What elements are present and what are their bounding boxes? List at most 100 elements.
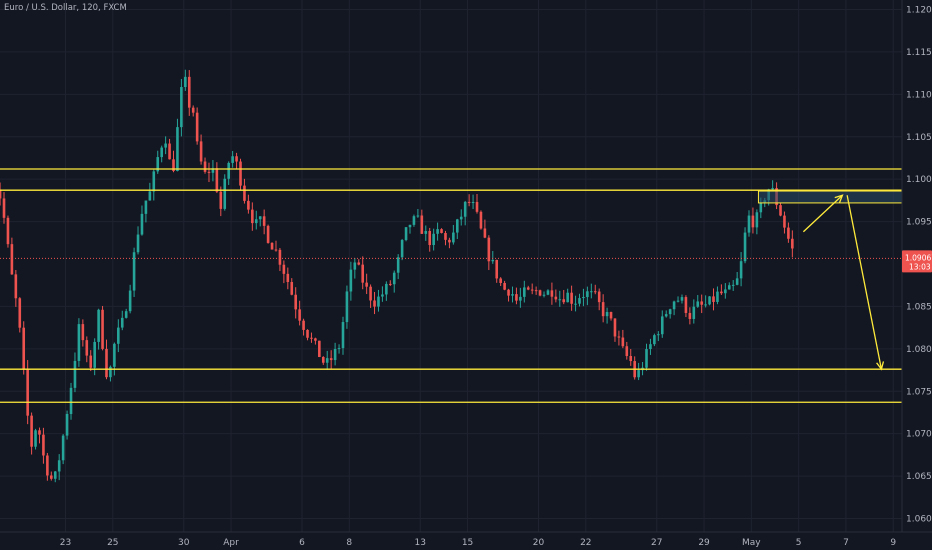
candle-body bbox=[113, 343, 116, 367]
candle-body bbox=[254, 219, 258, 224]
candle-body bbox=[325, 358, 329, 363]
candlesticks bbox=[0, 69, 794, 483]
candle-body bbox=[519, 296, 522, 301]
candle-body bbox=[318, 340, 321, 358]
candle-body bbox=[459, 216, 463, 220]
price-tick-label: 1.06500 bbox=[906, 472, 932, 482]
price-tick-label: 1.07500 bbox=[906, 387, 932, 397]
candle-body bbox=[475, 202, 479, 212]
candle-body bbox=[530, 289, 534, 291]
candle-body bbox=[487, 237, 491, 262]
candle-body bbox=[428, 231, 432, 246]
candle-body bbox=[306, 329, 309, 338]
price-tick-label: 1.08500 bbox=[906, 302, 932, 312]
candle-body bbox=[755, 212, 759, 228]
candle-body bbox=[747, 215, 751, 233]
candle-body bbox=[645, 349, 648, 368]
candle-body bbox=[97, 309, 100, 342]
candle-body bbox=[207, 171, 211, 173]
candle-body bbox=[420, 215, 424, 234]
candle-body bbox=[377, 296, 380, 307]
candle-body bbox=[791, 238, 794, 249]
candle-body bbox=[349, 269, 353, 292]
candle-body bbox=[542, 294, 546, 296]
candle-body bbox=[53, 471, 57, 479]
support-resistance-lines[interactable] bbox=[0, 168, 902, 403]
candle-body bbox=[668, 309, 672, 315]
candle-body bbox=[258, 216, 262, 220]
candle-body bbox=[664, 314, 668, 317]
projection-arrows[interactable] bbox=[802, 194, 885, 371]
candle-body bbox=[511, 294, 514, 296]
candle-body bbox=[720, 291, 723, 294]
candle-body bbox=[148, 191, 152, 201]
candle-body bbox=[696, 301, 700, 307]
candle-body bbox=[590, 291, 593, 293]
candle-body bbox=[42, 434, 45, 456]
candle-body bbox=[680, 297, 684, 301]
candle-body bbox=[787, 227, 790, 239]
candle-body bbox=[400, 240, 404, 258]
bar-countdown-label: 13:03 bbox=[909, 262, 931, 271]
candle-body bbox=[712, 296, 715, 302]
candle-body bbox=[436, 229, 439, 234]
candle-body bbox=[779, 205, 782, 216]
time-tick-label: 9 bbox=[890, 538, 896, 548]
candle-body bbox=[578, 298, 581, 304]
resistance-zone[interactable] bbox=[757, 190, 904, 204]
current-price-label: 1.09067 bbox=[905, 253, 932, 262]
candle-body bbox=[251, 209, 254, 224]
price-tick-label: 1.07000 bbox=[906, 430, 932, 440]
candle-body bbox=[491, 259, 495, 262]
price-tick-label: 1.06000 bbox=[906, 515, 932, 525]
candle-body bbox=[38, 430, 41, 435]
candle-body bbox=[385, 283, 388, 295]
candle-body bbox=[199, 141, 203, 162]
time-tick-label: 5 bbox=[796, 538, 802, 548]
candle-body bbox=[538, 290, 542, 296]
candle-body bbox=[621, 337, 625, 347]
candle-body bbox=[120, 317, 124, 328]
candle-body bbox=[672, 301, 676, 310]
candle-body bbox=[657, 334, 660, 336]
arrow-shaft bbox=[846, 195, 883, 370]
candle-body bbox=[554, 296, 558, 300]
candle-body bbox=[727, 285, 731, 290]
candle-body bbox=[534, 290, 538, 292]
candle-body bbox=[515, 294, 518, 301]
candle-body bbox=[396, 257, 400, 273]
candle-body bbox=[448, 239, 451, 243]
candle-body bbox=[704, 304, 707, 306]
candle-body bbox=[18, 298, 22, 328]
time-tick-label: 22 bbox=[580, 538, 591, 548]
candle-body bbox=[282, 264, 286, 274]
candle-body bbox=[180, 87, 183, 128]
candle-body bbox=[605, 312, 609, 317]
candle-body bbox=[73, 360, 77, 388]
price-axis[interactable]: 1.12000 1.11500 1.11000 1.10500 1.10000 1.095… bbox=[901, 0, 932, 550]
candle-body bbox=[684, 297, 688, 313]
candle-body bbox=[195, 112, 199, 142]
candle-body bbox=[582, 297, 585, 299]
candle-body bbox=[136, 234, 140, 253]
candle-body bbox=[187, 76, 191, 108]
candle-body bbox=[731, 284, 735, 286]
time-tick-label: 23 bbox=[60, 538, 71, 548]
candle-body bbox=[10, 244, 14, 275]
time-tick-label: 15 bbox=[462, 538, 473, 548]
price-tick-label: 1.10500 bbox=[906, 133, 932, 143]
candle-body bbox=[424, 231, 428, 234]
price-tick-label: 1.09500 bbox=[906, 218, 932, 228]
candle-body bbox=[700, 301, 703, 305]
time-axis[interactable]: 23 25 30 Apr 6 8 13 15 20 22 27 29 May 5 7 9 bbox=[0, 531, 932, 550]
candle-body bbox=[625, 346, 629, 356]
candle-body bbox=[203, 161, 207, 172]
candle-body bbox=[105, 348, 108, 378]
candle-body bbox=[546, 290, 550, 295]
candle-body bbox=[93, 341, 96, 368]
candle-body bbox=[440, 229, 443, 233]
candle-body bbox=[223, 178, 227, 209]
candle-body bbox=[479, 211, 483, 229]
candle-body bbox=[724, 289, 727, 294]
